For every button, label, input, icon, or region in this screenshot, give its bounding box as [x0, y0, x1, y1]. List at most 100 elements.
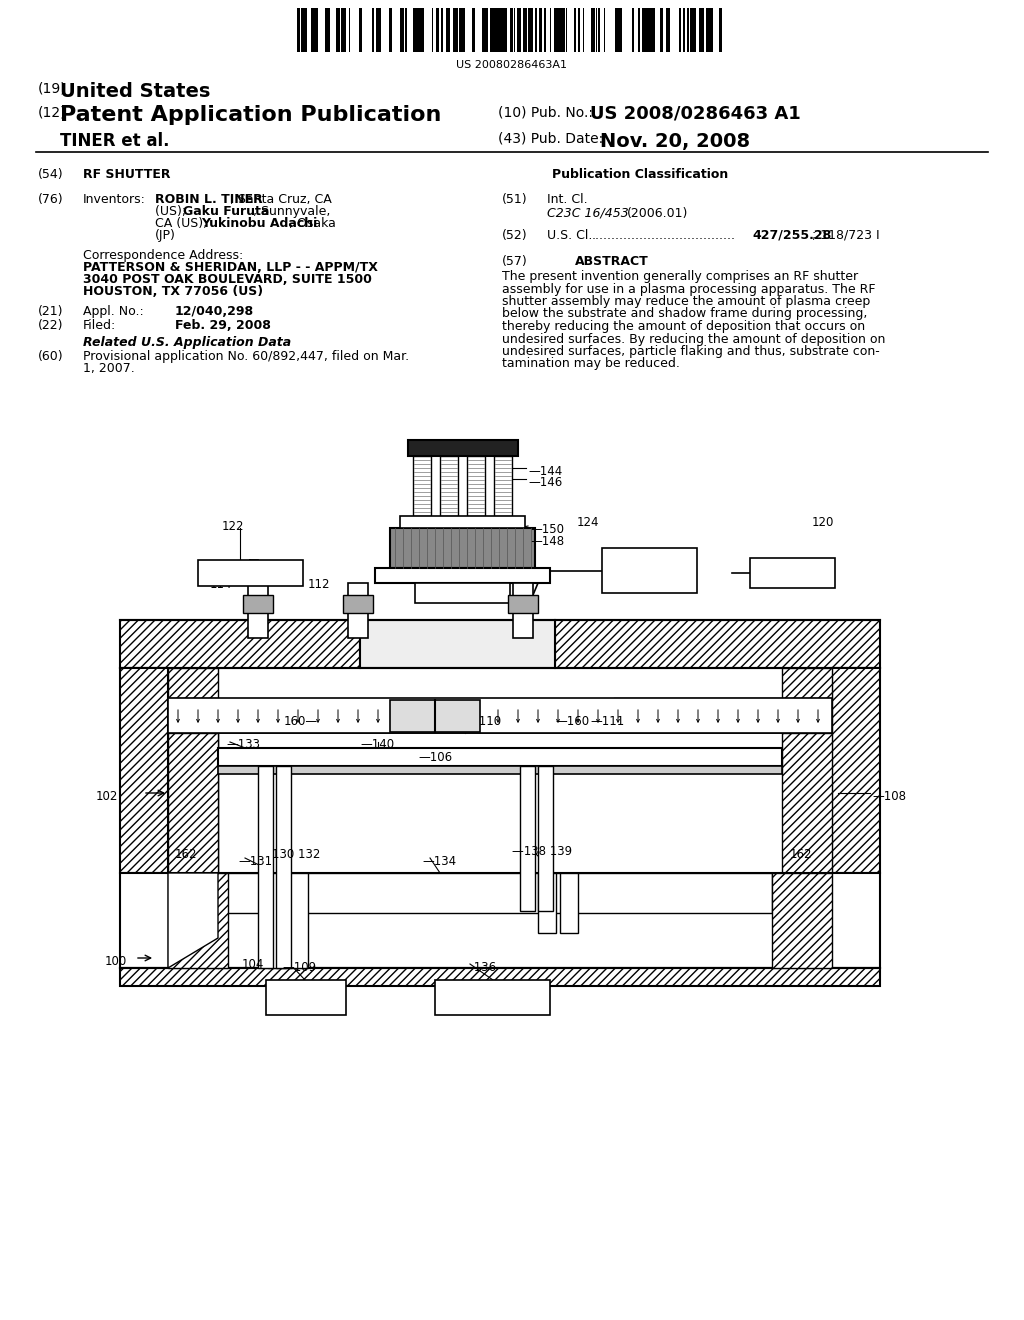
Text: Patent Application Publication: Patent Application Publication — [60, 106, 441, 125]
Text: (2006.01): (2006.01) — [627, 207, 688, 220]
Bar — [436, 8, 439, 51]
Text: 122: 122 — [222, 520, 245, 533]
Bar — [168, 733, 218, 873]
Bar — [598, 8, 600, 51]
Bar — [644, 8, 647, 51]
Bar — [602, 548, 697, 593]
Text: TINER et al.: TINER et al. — [60, 132, 170, 150]
Bar — [276, 766, 291, 968]
Bar — [690, 8, 692, 51]
Text: 1, 2007.: 1, 2007. — [83, 362, 135, 375]
Text: REMOTE: REMOTE — [626, 553, 673, 564]
Bar — [120, 968, 880, 986]
Bar — [248, 583, 268, 638]
Text: (52): (52) — [502, 228, 527, 242]
Text: Int. Cl.: Int. Cl. — [547, 193, 588, 206]
Text: shutter assembly may reduce the amount of plasma creep: shutter assembly may reduce the amount o… — [502, 294, 870, 308]
Bar — [453, 8, 456, 51]
Bar — [831, 668, 880, 873]
Bar — [336, 8, 339, 51]
Text: undesired surfaces. By reducing the amount of deposition on: undesired surfaces. By reducing the amou… — [502, 333, 886, 346]
Text: (12): (12) — [38, 106, 67, 119]
Text: GAS: GAS — [779, 561, 804, 574]
Text: Feb. 29, 2008: Feb. 29, 2008 — [175, 319, 271, 333]
Bar — [325, 8, 329, 51]
Bar — [642, 8, 644, 51]
Bar — [638, 8, 640, 51]
Text: Gaku Furuta: Gaku Furuta — [183, 205, 269, 218]
Text: (US);: (US); — [155, 205, 190, 218]
Bar — [508, 595, 538, 612]
Bar — [618, 8, 620, 51]
Text: The present invention generally comprises an RF shutter: The present invention generally comprise… — [502, 271, 858, 282]
Bar — [120, 873, 880, 968]
Text: , Osaka: , Osaka — [289, 216, 336, 230]
Text: 142—: 142— — [391, 715, 425, 729]
Text: 162: 162 — [175, 847, 198, 861]
Bar — [620, 8, 622, 51]
Text: Appl. No.:: Appl. No.: — [83, 305, 143, 318]
Text: (19): (19) — [38, 82, 67, 96]
Bar — [520, 766, 535, 911]
Bar — [578, 8, 580, 51]
Bar — [303, 8, 305, 51]
Bar — [390, 8, 392, 51]
Text: Provisional application No. 60/892,447, filed on Mar.: Provisional application No. 60/892,447, … — [83, 350, 410, 363]
Bar — [706, 8, 710, 51]
Bar — [493, 8, 495, 51]
Bar — [528, 8, 531, 51]
Text: —160: —160 — [555, 715, 589, 729]
Bar — [538, 766, 553, 911]
Text: SOURCE: SOURCE — [769, 572, 815, 582]
Bar — [218, 766, 782, 774]
Bar — [168, 668, 218, 733]
Text: —106: —106 — [418, 751, 453, 764]
Text: U.S. Cl.: U.S. Cl. — [547, 228, 592, 242]
Bar — [523, 8, 527, 51]
Bar — [390, 700, 480, 733]
Text: Related U.S. Application Data: Related U.S. Application Data — [83, 337, 291, 348]
Bar — [305, 8, 307, 51]
Text: POWER: POWER — [629, 564, 670, 574]
Text: (JP): (JP) — [155, 228, 176, 242]
Bar — [650, 8, 652, 51]
Text: 100: 100 — [105, 954, 127, 968]
Text: , Sunnyvale,: , Sunnyvale, — [253, 205, 331, 218]
Text: ....................................: .................................... — [592, 228, 736, 242]
Text: —150: —150 — [530, 523, 564, 536]
Text: Correspondence Address:: Correspondence Address: — [83, 249, 244, 261]
Bar — [497, 8, 501, 51]
Bar — [490, 8, 493, 51]
Text: ; 118/723 I: ; 118/723 I — [812, 228, 880, 242]
Bar — [243, 595, 273, 612]
Bar — [297, 8, 300, 51]
Bar — [417, 8, 420, 51]
Bar — [782, 668, 831, 733]
Bar — [311, 8, 313, 51]
Bar — [662, 8, 663, 51]
Bar — [592, 8, 595, 51]
Text: HOUSTON, TX 77056 (US): HOUSTON, TX 77056 (US) — [83, 285, 263, 298]
Bar — [343, 8, 345, 51]
Bar — [266, 979, 346, 1015]
Bar — [562, 8, 565, 51]
Bar — [772, 873, 831, 968]
Text: 3040 POST OAK BOULEVARD, SUITE 1500: 3040 POST OAK BOULEVARD, SUITE 1500 — [83, 273, 372, 286]
Bar — [198, 560, 303, 586]
Text: —148: —148 — [530, 535, 564, 548]
Text: 162: 162 — [790, 847, 812, 861]
Bar — [290, 873, 308, 968]
Text: assembly for use in a plasma processing apparatus. The RF: assembly for use in a plasma processing … — [502, 282, 876, 296]
Text: CA (US);: CA (US); — [155, 216, 211, 230]
Bar — [538, 873, 556, 933]
Text: 120: 120 — [812, 516, 835, 529]
Text: —133: —133 — [226, 738, 260, 751]
Bar — [379, 8, 381, 51]
Bar — [750, 558, 835, 587]
Bar — [700, 8, 705, 51]
Text: (57): (57) — [502, 255, 527, 268]
Text: (60): (60) — [38, 350, 63, 363]
Bar — [268, 873, 286, 968]
Bar — [518, 8, 520, 51]
Bar — [559, 8, 562, 51]
